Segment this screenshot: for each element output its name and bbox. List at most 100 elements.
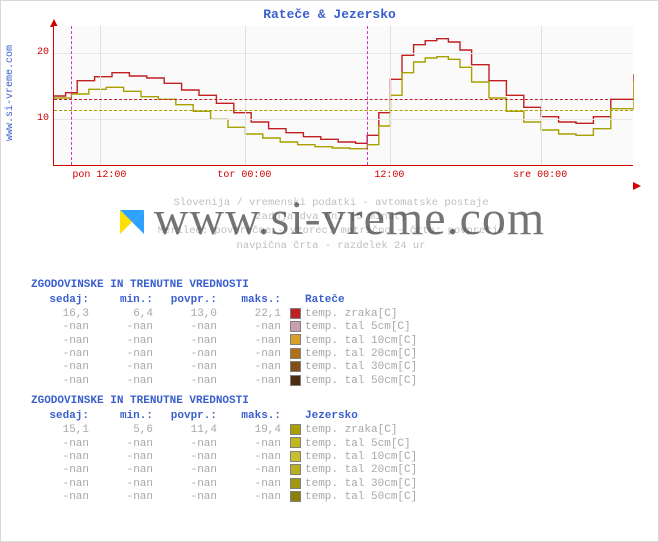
- cell-value: -nan: [95, 450, 159, 463]
- row-label: temp. tal 20cm[C]: [305, 347, 423, 360]
- color-swatch: [290, 478, 301, 489]
- cell-value: -nan: [31, 334, 95, 347]
- cell-value: -nan: [31, 477, 95, 490]
- row-label: temp. tal 5cm[C]: [305, 320, 423, 333]
- site-label: www.si-vreme.com: [5, 45, 16, 141]
- col-header: maks.:: [223, 293, 287, 307]
- cell-value: -nan: [159, 490, 223, 503]
- cell-value: -nan: [223, 361, 287, 374]
- cell-value: 6,4: [95, 307, 159, 320]
- table-row: -nan-nan-nan-nantemp. tal 5cm[C]: [31, 320, 423, 333]
- cell-value: -nan: [31, 490, 95, 503]
- caption-line: zadnja dva dni (5 minut): [51, 210, 611, 224]
- col-header: min.:: [95, 409, 159, 423]
- row-label: temp. tal 30cm[C]: [305, 477, 423, 490]
- chart-plot: [53, 26, 633, 166]
- chart-svg: [54, 26, 634, 166]
- cell-value: 16,3: [31, 307, 95, 320]
- cell-value: -nan: [95, 334, 159, 347]
- cell-value: -nan: [159, 361, 223, 374]
- cell-value: -nan: [31, 464, 95, 477]
- color-swatch: [290, 451, 301, 462]
- col-header: povpr.:: [159, 293, 223, 307]
- cell-value: 5,6: [95, 423, 159, 436]
- caption-line: Slovenija / vremenski podatki - avtomats…: [51, 196, 611, 210]
- table-row: 16,36,413,022,1 temp. zraka[C]: [31, 307, 423, 320]
- row-label: temp. tal 20cm[C]: [305, 464, 423, 477]
- cell-value: -nan: [223, 464, 287, 477]
- cell-value: -nan: [159, 450, 223, 463]
- row-label: temp. tal 50cm[C]: [305, 490, 423, 503]
- cell-value: -nan: [159, 334, 223, 347]
- x-tick-label: pon 12:00: [72, 170, 126, 181]
- cell-value: -nan: [159, 320, 223, 333]
- table-row: -nan-nan-nan-nantemp. tal 30cm[C]: [31, 477, 423, 490]
- x-tick-label: sre 00:00: [513, 170, 567, 181]
- cell-value: -nan: [159, 477, 223, 490]
- cell-value: -nan: [95, 464, 159, 477]
- series-line: [54, 57, 634, 149]
- cell-value: 19,4: [223, 423, 287, 436]
- cell-value: 11,4: [159, 423, 223, 436]
- table-row: -nan-nan-nan-nantemp. tal 50cm[C]: [31, 374, 423, 387]
- cell-value: -nan: [223, 490, 287, 503]
- cell-value: -nan: [31, 320, 95, 333]
- cell-value: -nan: [31, 361, 95, 374]
- color-swatch: [290, 491, 301, 502]
- color-swatch: [290, 348, 301, 359]
- data-table: sedaj:min.:povpr.:maks.:Rateče16,36,413,…: [31, 293, 423, 387]
- location-header: Rateče: [305, 293, 423, 307]
- y-tick-label: 10: [31, 113, 49, 124]
- color-swatch: [290, 308, 301, 319]
- table-row: -nan-nan-nan-nantemp. tal 10cm[C]: [31, 450, 423, 463]
- cell-value: -nan: [223, 347, 287, 360]
- cell-value: -nan: [223, 450, 287, 463]
- row-label: temp. tal 10cm[C]: [305, 334, 423, 347]
- row-label: temp. tal 30cm[C]: [305, 361, 423, 374]
- chart-caption: Slovenija / vremenski podatki - avtomats…: [51, 196, 611, 253]
- cell-value: -nan: [31, 437, 95, 450]
- cell-value: -nan: [95, 477, 159, 490]
- cell-value: -nan: [223, 320, 287, 333]
- data-table: sedaj:min.:povpr.:maks.:Jezersko15,15,61…: [31, 409, 423, 503]
- table-row: 15,15,611,419,4temp. zraka[C]: [31, 423, 423, 436]
- chart-area: 10 20 pon 12:00 tor 00:00 12:00 sre 00:00: [31, 26, 636, 186]
- table-row: -nan-nan-nan-nantemp. tal 20cm[C]: [31, 464, 423, 477]
- row-label: temp. tal 5cm[C]: [305, 437, 423, 450]
- row-label: temp. zraka[C]: [305, 423, 423, 436]
- caption-line: Merilec: povprečne - vzorec: metrično - …: [51, 224, 611, 238]
- cell-value: 22,1: [223, 307, 287, 320]
- cell-value: -nan: [31, 374, 95, 387]
- cell-value: -nan: [31, 450, 95, 463]
- table-row: -nan-nan-nan-nantemp. tal 20cm[C]: [31, 347, 423, 360]
- table-row: -nan-nan-nan-nantemp. tal 30cm[C]: [31, 361, 423, 374]
- table-title: ZGODOVINSKE IN TRENUTNE VREDNOSTI: [31, 279, 631, 291]
- cell-value: -nan: [95, 347, 159, 360]
- col-header: povpr.:: [159, 409, 223, 423]
- table-row: -nan-nan-nan-nantemp. tal 50cm[C]: [31, 490, 423, 503]
- cell-value: -nan: [223, 437, 287, 450]
- color-swatch: [290, 437, 301, 448]
- cell-value: -nan: [95, 374, 159, 387]
- color-swatch: [290, 375, 301, 386]
- chart-title: Rateče & Jezersko: [1, 1, 658, 24]
- cell-value: 13,0: [159, 307, 223, 320]
- col-header: min.:: [95, 293, 159, 307]
- cell-value: -nan: [95, 437, 159, 450]
- location-header: Jezersko: [305, 409, 423, 423]
- col-header: maks.:: [223, 409, 287, 423]
- x-tick-label: 12:00: [374, 170, 404, 181]
- color-swatch: [290, 321, 301, 332]
- color-swatch: [290, 361, 301, 372]
- cell-value: -nan: [159, 464, 223, 477]
- cell-value: -nan: [31, 347, 95, 360]
- color-swatch: [290, 334, 301, 345]
- row-label: temp. zraka[C]: [305, 307, 423, 320]
- color-swatch: [290, 424, 301, 435]
- cell-value: -nan: [223, 334, 287, 347]
- x-tick-label: tor 00:00: [217, 170, 271, 181]
- cell-value: -nan: [159, 374, 223, 387]
- cell-value: -nan: [95, 320, 159, 333]
- caption-line: navpična črta - razdelek 24 ur: [51, 239, 611, 253]
- y-tick-label: 20: [31, 47, 49, 58]
